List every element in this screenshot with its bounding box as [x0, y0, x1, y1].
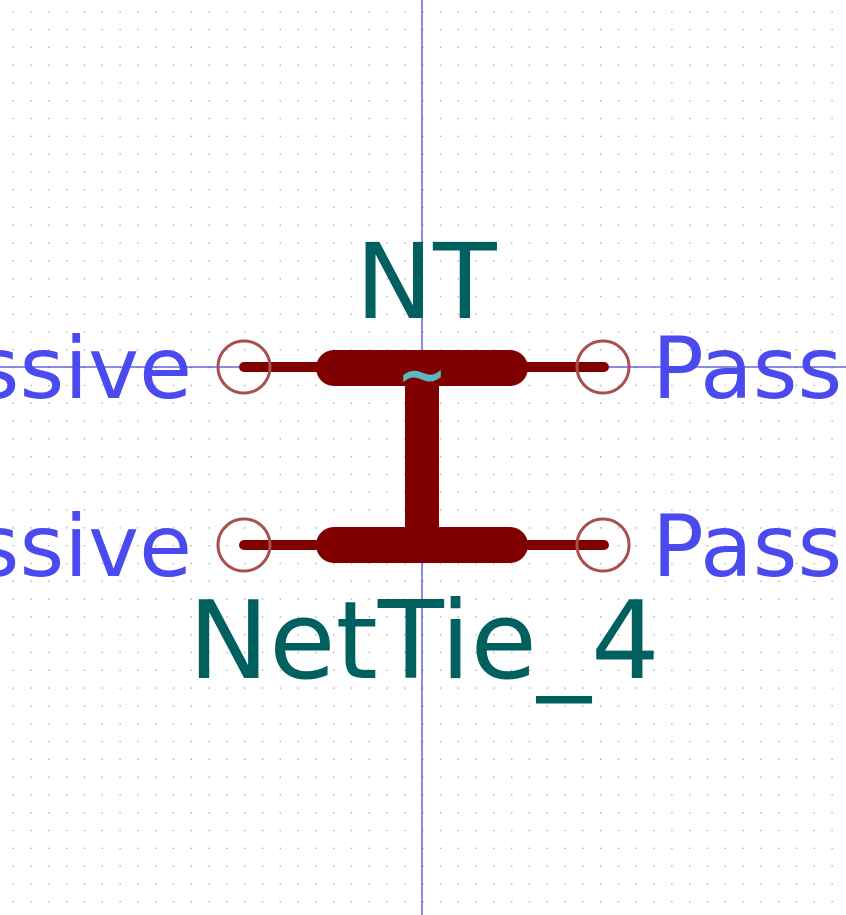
net-tie-body[interactable] — [239, 350, 609, 563]
pin-type-label-bottom-left: Passive — [0, 497, 192, 597]
grid-dots — [12, 11, 833, 903]
pin-circle-bottom-right[interactable] — [575, 517, 631, 573]
vertical-bar — [405, 370, 439, 540]
value-field[interactable]: NetTie_4 — [188, 579, 659, 704]
tilde-marker: ~ — [397, 340, 447, 410]
pin-circle-top-right[interactable] — [575, 339, 631, 395]
pin-circle-top-left[interactable] — [216, 339, 272, 395]
pin-type-label-bottom-right: Passive — [652, 497, 846, 597]
pin-type-label-top-left: Passive — [0, 319, 192, 419]
pin-type-label-top-right: Passive — [652, 319, 846, 419]
pin-connection-circles — [216, 339, 631, 573]
reference-field[interactable]: NT — [355, 221, 497, 343]
top-bar — [316, 350, 528, 386]
bottom-bar — [316, 527, 528, 563]
pin-circle-bottom-left[interactable] — [216, 517, 272, 573]
